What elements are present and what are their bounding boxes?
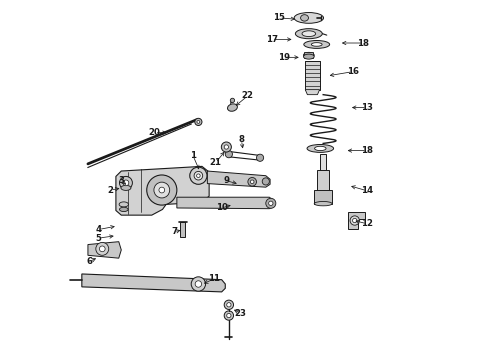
Polygon shape	[180, 222, 186, 237]
Polygon shape	[177, 197, 274, 209]
Circle shape	[269, 201, 273, 206]
Circle shape	[227, 314, 231, 318]
Circle shape	[221, 142, 231, 152]
Ellipse shape	[300, 15, 309, 21]
Text: 5: 5	[96, 234, 101, 243]
Text: 17: 17	[266, 35, 278, 44]
Ellipse shape	[121, 185, 131, 190]
Text: 22: 22	[242, 91, 254, 100]
Circle shape	[195, 118, 202, 126]
Ellipse shape	[120, 207, 128, 212]
Circle shape	[224, 300, 234, 310]
Polygon shape	[207, 171, 270, 187]
Circle shape	[262, 178, 270, 185]
Circle shape	[266, 198, 276, 208]
Text: 19: 19	[278, 53, 290, 62]
Text: 7: 7	[171, 228, 177, 237]
Circle shape	[350, 216, 359, 225]
Circle shape	[227, 303, 231, 307]
Text: 18: 18	[357, 39, 369, 48]
Ellipse shape	[315, 146, 326, 150]
Polygon shape	[82, 274, 225, 292]
Ellipse shape	[307, 144, 334, 152]
Text: 3: 3	[118, 176, 124, 185]
Bar	[304, 52, 314, 58]
Circle shape	[147, 175, 177, 205]
Text: 21: 21	[210, 158, 221, 167]
Bar	[317, 170, 329, 201]
Polygon shape	[88, 242, 122, 258]
Text: 6: 6	[86, 257, 92, 266]
Ellipse shape	[303, 54, 314, 59]
Text: 11: 11	[209, 274, 221, 283]
Polygon shape	[348, 212, 366, 229]
Circle shape	[256, 154, 264, 161]
Ellipse shape	[304, 41, 330, 48]
Ellipse shape	[294, 13, 323, 23]
Circle shape	[99, 246, 105, 252]
Text: 20: 20	[148, 128, 161, 137]
Circle shape	[248, 177, 256, 186]
Ellipse shape	[119, 202, 128, 207]
Text: 8: 8	[239, 135, 245, 144]
Text: 4: 4	[96, 225, 102, 234]
Ellipse shape	[303, 52, 314, 58]
Text: 18: 18	[361, 146, 373, 155]
Text: 16: 16	[346, 67, 359, 76]
Text: 12: 12	[361, 219, 373, 228]
Circle shape	[224, 311, 234, 320]
Circle shape	[190, 167, 207, 184]
Polygon shape	[116, 166, 209, 215]
Text: 14: 14	[361, 186, 373, 195]
Text: 13: 13	[361, 103, 373, 112]
Circle shape	[96, 242, 109, 255]
Text: 15: 15	[273, 13, 285, 22]
Circle shape	[120, 176, 132, 189]
Text: 10: 10	[216, 203, 228, 212]
Bar	[320, 154, 326, 170]
Circle shape	[194, 171, 203, 180]
Bar	[314, 190, 332, 204]
Circle shape	[159, 187, 165, 193]
Circle shape	[230, 98, 235, 103]
Text: 23: 23	[235, 309, 246, 318]
Ellipse shape	[314, 202, 332, 206]
Circle shape	[197, 121, 200, 123]
Ellipse shape	[295, 29, 322, 39]
Ellipse shape	[311, 42, 322, 46]
Circle shape	[224, 145, 228, 149]
Polygon shape	[305, 90, 319, 95]
Text: 1: 1	[190, 151, 196, 160]
Ellipse shape	[302, 31, 316, 37]
Circle shape	[225, 150, 232, 158]
Circle shape	[250, 180, 254, 184]
Text: 2: 2	[107, 185, 114, 194]
Circle shape	[123, 180, 129, 186]
Circle shape	[195, 281, 201, 287]
Text: 9: 9	[223, 176, 229, 185]
Circle shape	[196, 174, 200, 177]
Circle shape	[191, 277, 205, 291]
Circle shape	[353, 219, 357, 223]
Bar	[305, 61, 319, 90]
Ellipse shape	[227, 104, 237, 111]
Circle shape	[154, 182, 170, 198]
